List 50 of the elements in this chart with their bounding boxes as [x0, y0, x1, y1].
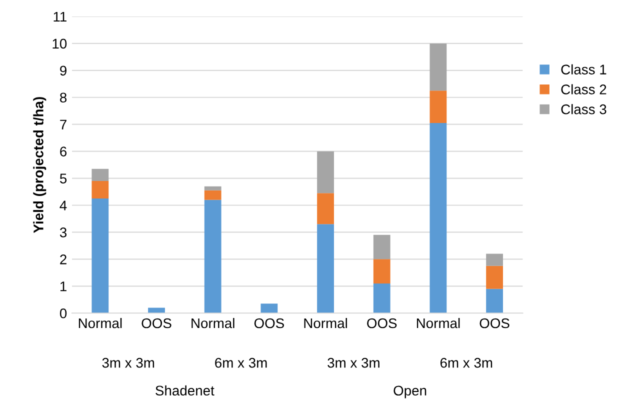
- bar: [92, 168, 109, 181]
- y-tick-label: 4: [60, 200, 67, 210]
- y-tick-label: 10: [52, 38, 67, 49]
- bar: [204, 190, 222, 200]
- y-tick-label: 3: [60, 228, 67, 238]
- text: 6m x 3m: [440, 358, 492, 368]
- y-tick-label: 0: [60, 308, 67, 318]
- x-tick-label: Normal: [304, 318, 347, 328]
- bar: [92, 198, 109, 314]
- bar: [317, 193, 334, 224]
- bar: [486, 254, 503, 266]
- legend-label: Class 2: [561, 84, 606, 94]
- bar: [486, 266, 503, 289]
- legend-label: Class 1: [561, 64, 606, 74]
- x-tick-label: OOS: [142, 318, 172, 328]
- text: Open: [394, 386, 426, 398]
- x-tick-label: Normal: [78, 318, 122, 328]
- y-tick-label: 9: [60, 66, 66, 76]
- y-tick-label: 6: [60, 146, 67, 156]
- x-tick-label: Normal: [192, 318, 234, 328]
- text: 3m x 3m: [328, 358, 380, 368]
- legend-label: Class 3: [561, 104, 606, 114]
- bar: [373, 234, 390, 260]
- y-tick-label: 2: [60, 254, 66, 264]
- bar: [204, 200, 222, 314]
- x-tick-label: Normal: [416, 318, 460, 328]
- bar: [148, 308, 165, 314]
- bar: [373, 283, 390, 314]
- bar: [486, 288, 503, 314]
- x-tick-label: OOS: [480, 318, 510, 328]
- bar: [430, 90, 447, 123]
- y-axis-title: Yield (projected t/ha): [33, 97, 46, 233]
- y-tick-label: 5: [60, 174, 67, 184]
- text: 6m x 3m: [215, 358, 267, 368]
- bar: [317, 151, 334, 194]
- bar: [92, 180, 109, 199]
- x-tick-label: OOS: [254, 318, 284, 328]
- y-tick-label: 8: [60, 92, 67, 103]
- y-tick-label: 11: [54, 12, 66, 22]
- bar: [373, 259, 390, 284]
- text: Shadenet: [156, 385, 214, 396]
- bar: [260, 304, 278, 314]
- y-tick-label: 1: [60, 282, 66, 292]
- bar: [430, 123, 447, 314]
- bar: [204, 186, 222, 190]
- y-tick-label: 7: [60, 120, 66, 130]
- bar: [317, 224, 334, 314]
- text: 3m x 3m: [102, 358, 154, 368]
- x-tick-label: OOS: [367, 318, 397, 328]
- bar: [430, 43, 447, 91]
